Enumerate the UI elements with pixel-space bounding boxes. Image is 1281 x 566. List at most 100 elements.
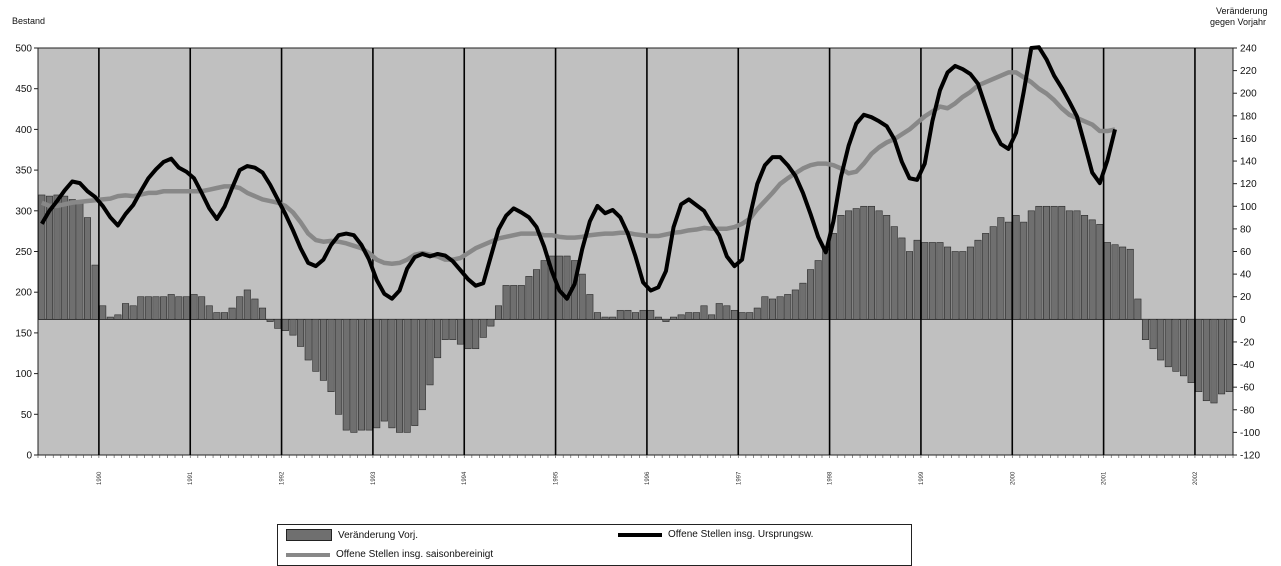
bar [205, 305, 213, 320]
bar [1225, 319, 1233, 392]
bar [297, 319, 305, 347]
left-tick-label: 150 [15, 328, 32, 339]
bar [327, 319, 335, 392]
bar [289, 319, 297, 336]
bar [860, 205, 868, 320]
right-tick-label: -20 [1240, 337, 1255, 348]
bar [434, 319, 442, 359]
bar [533, 269, 541, 320]
bar [479, 319, 487, 338]
legend-item-sa: Offene Stellen insg. saisonbereinigt [286, 549, 493, 560]
bar [1050, 205, 1058, 320]
legend-item-raw: Offene Stellen insg. Ursprungsw. [618, 529, 813, 540]
bar [1149, 319, 1157, 350]
bar [692, 312, 700, 320]
x-year-label: 2000 [1010, 471, 1016, 485]
bar [456, 319, 464, 345]
bar [152, 296, 160, 320]
legend-swatch-raw [618, 532, 662, 537]
bar [1141, 319, 1149, 340]
bar [966, 246, 974, 320]
bar [837, 215, 845, 320]
bar [852, 208, 860, 320]
bar [867, 205, 875, 320]
bar [807, 269, 815, 320]
bar [472, 319, 480, 350]
bar [38, 194, 46, 320]
bar [662, 319, 670, 322]
bar [1164, 319, 1172, 368]
bar [989, 226, 997, 320]
bar [228, 307, 236, 320]
year-separators [98, 48, 1196, 455]
bar [1210, 319, 1218, 404]
bar [494, 305, 503, 320]
bar [586, 294, 594, 320]
bar [53, 194, 61, 320]
bar [944, 246, 952, 320]
right-tick-label: 100 [1240, 202, 1257, 213]
right-axis: -120 -100 -80 -60 -40 -20 0 20 40 60 80 100 120 140 16… [1233, 44, 1260, 462]
bar [1218, 319, 1226, 395]
bar [654, 316, 662, 320]
bar [182, 296, 190, 320]
bar [730, 309, 738, 320]
bar [845, 210, 853, 320]
bar [396, 319, 404, 433]
bar [510, 285, 518, 320]
bar [1134, 298, 1142, 320]
bar [350, 319, 358, 433]
bar [624, 309, 632, 320]
bar [335, 319, 343, 415]
bar [45, 195, 53, 320]
bar [677, 314, 685, 320]
bar [639, 309, 647, 320]
x-year-label: 1996 [645, 471, 651, 485]
x-axis: 1990 1991 1992 1993 1994 1995 1996 1997 1998 1999… [37, 455, 1234, 485]
left-tick-label: 250 [15, 247, 32, 258]
bar [1081, 215, 1089, 320]
bar [1004, 221, 1012, 320]
bar [1157, 319, 1165, 361]
bar [829, 233, 837, 320]
bar [609, 316, 617, 320]
left-tick-label: 350 [15, 166, 32, 177]
bar [319, 319, 327, 381]
bar [1202, 319, 1210, 402]
left-tick-label: 400 [15, 125, 32, 136]
bar [1187, 319, 1195, 383]
right-axis-title-line2: gegen Vorjahr [1210, 17, 1267, 27]
left-tick-label: 500 [15, 44, 32, 55]
bar [304, 319, 312, 361]
bar [1096, 224, 1104, 320]
bar [898, 237, 906, 320]
bar [1035, 205, 1043, 320]
bar [616, 309, 624, 320]
bar [685, 312, 693, 320]
bar [403, 319, 411, 433]
bar [997, 217, 1005, 320]
bar [951, 251, 959, 320]
bar [1103, 242, 1111, 320]
bar [76, 201, 84, 320]
right-tick-label: 160 [1240, 134, 1257, 145]
line-raw [40, 45, 1117, 301]
bar [1058, 205, 1066, 320]
bar [814, 260, 822, 320]
bar [791, 289, 799, 320]
bar [411, 319, 419, 426]
left-axis-title: Bestand [12, 16, 46, 26]
bar [1111, 244, 1119, 320]
legend-label-sa: Offene Stellen insg. saisonbereinigt [336, 549, 494, 560]
bar [259, 307, 267, 320]
legend-swatch-bar [286, 529, 332, 541]
bar [190, 294, 198, 320]
x-year-label: 1994 [462, 471, 468, 485]
bar [160, 296, 168, 320]
bar [563, 255, 571, 320]
x-year-label: 1997 [736, 471, 742, 485]
right-tick-label: 20 [1240, 292, 1252, 303]
bar [593, 312, 601, 320]
bar [61, 195, 69, 320]
